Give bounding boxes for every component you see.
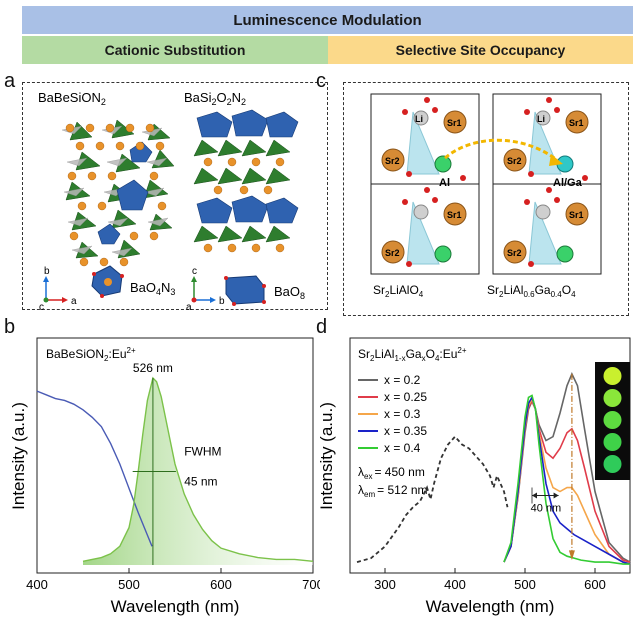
panel-c-frame [343, 82, 629, 316]
x-tick-label: 300 [374, 577, 396, 592]
emission-curve [82, 376, 314, 562]
bao4n3-label: BaO4N3 [130, 280, 175, 297]
svg-text:Sr2: Sr2 [385, 248, 400, 258]
phosphor-photo-sample [603, 367, 622, 385]
chart-d-shift-label: 40 nm [531, 502, 562, 514]
panel-a-frame [22, 82, 328, 310]
emission-curve-0.35 [503, 395, 631, 565]
phosphor-photo-sample [603, 455, 622, 473]
emission-curve-0.4 [503, 394, 630, 565]
legend-label: x = 0.35 [384, 424, 427, 438]
x-tick-label: 400 [444, 577, 466, 592]
svg-text:Sr2: Sr2 [507, 156, 522, 166]
babesion2-crystal-structure [61, 119, 175, 267]
x-tick-label: 500 [118, 577, 140, 592]
panel-letter-a: a [4, 70, 16, 92]
chart-b-xlabel: Wavelength (nm) [111, 597, 240, 616]
excitation-curve [356, 435, 509, 563]
phosphor-photo-sample [603, 389, 622, 407]
svg-text:b: b [219, 296, 225, 307]
chart-d-x-ticks: 300 400 500 600 [374, 568, 606, 592]
svg-text:c: c [39, 302, 44, 310]
chart-b-plot-area [36, 376, 314, 565]
panel-letter-b: b [4, 316, 16, 338]
svg-text:Sr1: Sr1 [569, 210, 584, 220]
chart-d-title: Sr2LiAl1-xGaxO4:Eu2+ [358, 346, 467, 363]
svg-text:a: a [186, 302, 192, 310]
header-title: Luminescence Modulation [22, 6, 633, 34]
svg-text:c: c [192, 266, 197, 277]
panel-a-structures: BaBeSiON2 BaSi2O2N2 [38, 90, 305, 310]
phosphor-photo-sample [603, 433, 622, 451]
sr2lialo4-structure: Li Sr1 Sr1 Sr2 Sr2 Al [370, 93, 480, 275]
peak-guide-arrow [568, 550, 575, 561]
sr2lial06ga04o4-structure: Li Sr1 Sr1 Sr2 Sr2 Al/Ga [492, 93, 602, 275]
axes-indicator-right: c b a [186, 266, 225, 310]
compound-basi2o2n2-label: BaSi2O2N2 [184, 90, 246, 107]
svg-text:Sr2: Sr2 [507, 248, 522, 258]
sr2lial06ga04o4-label: Sr2LiAl0.6Ga0.4O4 [487, 283, 576, 299]
chart-d-xlabel: Wavelength (nm) [426, 597, 555, 616]
basi2o2n2-crystal-structure [193, 109, 299, 253]
chart-b-peak-label: 526 nm [133, 361, 173, 375]
axes-indicator-left: b a c [39, 266, 77, 310]
chart-b-fwhm-label: FWHM [184, 445, 221, 459]
chart-b-fwhm-value: 45 nm [184, 475, 217, 489]
compound-babesion2-label: BaBeSiON2 [38, 90, 106, 107]
excitation-curve [36, 390, 153, 547]
svg-text:Al/Ga: Al/Ga [553, 177, 583, 189]
svg-text:a: a [71, 296, 77, 307]
sr2lialo4-label: Sr2LiAlO4 [373, 283, 424, 299]
panel-b-chart: BaBeSiON2:Eu2+ 400 500 600 700 Wavelength (… [9, 337, 320, 616]
svg-text:Sr2: Sr2 [385, 156, 400, 166]
svg-text:Sr1: Sr1 [569, 118, 584, 128]
svg-text:Sr1: Sr1 [447, 210, 462, 220]
lambda-em-label: λem = 512 nm [358, 483, 428, 499]
legend-label: x = 0.4 [384, 441, 421, 455]
panel-letter-c: c [316, 70, 326, 92]
bao8-polyhedron [224, 275, 266, 306]
x-tick-label: 700 [302, 577, 320, 592]
luminescence-photo-strip [595, 362, 630, 480]
legend-label: x = 0.25 [384, 390, 427, 404]
x-tick-label: 400 [26, 577, 48, 592]
svg-text:Li: Li [537, 114, 545, 124]
chart-d-ylabel: Intensity (a.u.) [318, 402, 336, 510]
bao4n3-polyhedron [91, 265, 124, 298]
chart-d-plot-area [356, 371, 631, 565]
emission-fill [83, 378, 313, 565]
chart-b-x-ticks: 400 500 600 700 [26, 568, 320, 592]
x-tick-label: 600 [584, 577, 606, 592]
bao8-label: BaO8 [274, 284, 305, 301]
svg-text:Al: Al [439, 177, 450, 189]
panel-d-chart: Sr2LiAl1-xGaxO4:Eu2+ x = 0.2x = 0.25x = … [318, 337, 631, 616]
chart-b-frame [36, 337, 314, 574]
chart-b-ylabel: Intensity (a.u.) [9, 402, 28, 510]
section-selective-site-occupancy: Selective Site Occupancy [328, 36, 633, 64]
svg-text:Li: Li [415, 114, 423, 124]
lambda-ex-label: λex = 450 nm [358, 465, 425, 481]
section-cationic-substitution: Cationic Substitution [22, 36, 328, 64]
chart-b-title: BaBeSiON2:Eu2+ [46, 346, 136, 363]
svg-text:Sr1: Sr1 [447, 118, 462, 128]
x-tick-label: 500 [514, 577, 536, 592]
panel-c-structures: Li Sr1 Sr1 Sr2 Sr2 Al Li Sr1 Sr1 Sr2 Sr2… [370, 93, 602, 299]
phosphor-photo-sample [603, 411, 622, 429]
substitution-arrow [444, 138, 558, 162]
x-tick-label: 600 [210, 577, 232, 592]
chart-d-legend: x = 0.2 x = 0.25 x = 0.3 x = 0.35 x = 0.4 [358, 373, 427, 455]
legend-label: x = 0.2 [384, 373, 421, 387]
legend-label: x = 0.3 [384, 407, 421, 421]
panel-letter-d: d [316, 316, 328, 338]
svg-text:b: b [44, 266, 50, 277]
